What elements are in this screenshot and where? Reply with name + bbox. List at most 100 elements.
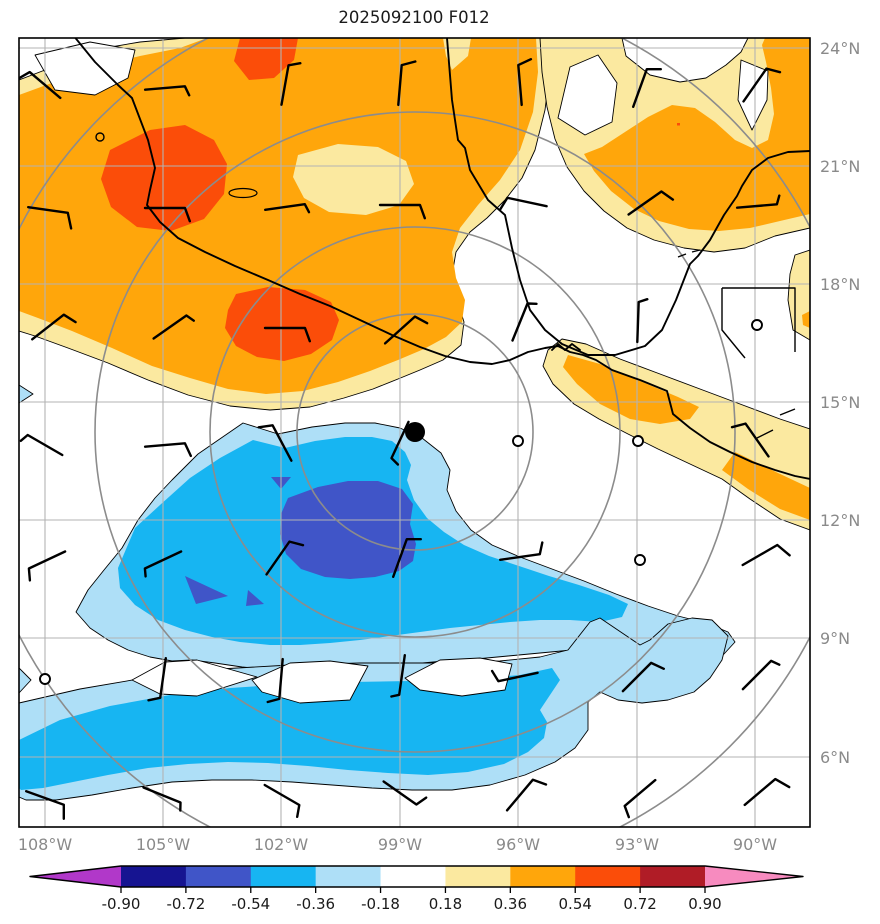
colorbar-tick-label: 0.18 <box>429 895 462 913</box>
map-frame <box>18 37 811 828</box>
wind-barb <box>266 657 284 704</box>
wind-barb <box>143 206 192 223</box>
range-ring <box>209 226 621 638</box>
x-tick-label: 90°W <box>733 835 777 854</box>
colorbar-tick-label: -0.54 <box>231 895 270 913</box>
wind-barb <box>382 780 428 806</box>
wind-barb <box>741 659 781 691</box>
country-border <box>779 408 796 416</box>
range-ring <box>94 111 736 753</box>
wind-barb <box>27 205 73 230</box>
wind-barb <box>264 202 311 214</box>
range-ring <box>296 313 534 551</box>
country-border <box>691 249 701 253</box>
contour-region-orange-ne <box>584 38 810 231</box>
calm-wind-circle <box>751 319 763 331</box>
coastline <box>74 38 810 480</box>
wind-barb <box>152 314 196 340</box>
wind-barb <box>19 70 62 100</box>
wind-barb <box>627 190 675 216</box>
wind-barb <box>27 550 67 582</box>
y-tick-label: 9°N <box>820 629 850 648</box>
calm-wind-circle <box>512 435 524 447</box>
coastline-layer <box>74 38 810 480</box>
axis-label-layer: 108°W 105°W 102°W 99°W 96°W 93°W 90°W 24°N 21°N 1… <box>18 39 861 854</box>
wind-barb <box>383 315 429 345</box>
wind-barb <box>143 550 183 578</box>
wind-barb <box>142 786 182 812</box>
wind-barb <box>623 778 657 819</box>
colorbar-right-arrow <box>705 866 803 887</box>
colorbar-segment <box>575 866 641 887</box>
x-tick-label: 99°W <box>378 835 422 854</box>
contour-region-edge-wedge-a <box>19 384 34 404</box>
wind-barb <box>743 777 791 807</box>
x-tick-label: 93°W <box>615 835 659 854</box>
contour-region-cream-inner-patch <box>293 144 414 215</box>
wind-barb <box>390 420 410 466</box>
colorbar-segment <box>250 866 317 887</box>
coastline <box>446 38 810 356</box>
wind-barb <box>143 85 191 97</box>
colorbar-segment <box>380 866 446 887</box>
colorbar-segment <box>185 866 252 887</box>
wind-barb <box>490 669 539 683</box>
colorbar-tick-label: -0.18 <box>361 895 400 913</box>
wind-barb <box>621 661 665 693</box>
wind-barb <box>730 422 770 458</box>
wind-barb <box>19 433 64 457</box>
wind-barb <box>499 541 544 561</box>
x-tick-label: 102°W <box>254 835 309 854</box>
colorbar-segment <box>510 866 576 887</box>
wind-barb <box>280 62 302 106</box>
wind-barb <box>397 60 417 107</box>
storm-center-dot <box>405 422 425 442</box>
wind-barb <box>636 298 649 344</box>
wind-barb <box>143 442 193 458</box>
wind-barb-layer <box>19 58 791 820</box>
wind-barb <box>147 657 168 702</box>
coastline <box>551 343 581 351</box>
chart-title: 2025092100 F012 <box>338 8 489 27</box>
x-tick-label: 96°W <box>496 835 540 854</box>
wind-barb <box>392 538 422 578</box>
contour-region-orange-nw <box>19 38 538 394</box>
calm-wind-circle <box>39 673 51 685</box>
x-tick-label: 108°W <box>18 835 73 854</box>
colorbar-tick-label: -0.90 <box>102 895 141 913</box>
calm-wind-circle <box>634 554 646 566</box>
country-border <box>721 288 746 359</box>
y-tick-label: 15°N <box>820 393 860 412</box>
wind-barb <box>632 67 662 109</box>
contour-region-royal-tri-a <box>185 576 228 604</box>
wind-barb <box>505 778 548 812</box>
colorbar-tick-label: -0.36 <box>296 895 335 913</box>
colorbar-segment <box>121 866 187 887</box>
x-tick-label: 105°W <box>136 835 191 854</box>
wind-barb <box>511 302 538 342</box>
colorbar-left-arrow <box>30 866 121 887</box>
contour-speck <box>677 123 680 126</box>
contour-region-white-hole-nw <box>34 41 136 96</box>
wind-barb <box>378 203 426 220</box>
range-ring-layer <box>19 38 810 827</box>
wind-barb <box>257 424 293 462</box>
wind-barb <box>265 540 305 576</box>
contour-region-white-pentagon <box>557 54 618 136</box>
colorbar-tick-label: 0.54 <box>559 895 592 913</box>
country-border <box>722 287 796 352</box>
colorbar-tick-label: 0.72 <box>623 895 656 913</box>
island-circle <box>95 132 105 142</box>
contour-region-band15-orange-a <box>563 355 699 424</box>
y-tick-label: 24°N <box>820 39 860 58</box>
y-tick-label: 18°N <box>820 275 860 294</box>
colorbar: -0.90 -0.72 -0.54 -0.36 -0.18 0.18 0.36 0.54 0.7… <box>29 865 804 913</box>
country-border <box>677 253 687 258</box>
lake-outline <box>228 187 258 199</box>
wind-barb <box>31 313 77 341</box>
contour-region-orange-edge-east <box>802 311 810 328</box>
colorbar-segment <box>445 866 511 887</box>
contour-region-edge-wedge-b <box>19 667 32 694</box>
